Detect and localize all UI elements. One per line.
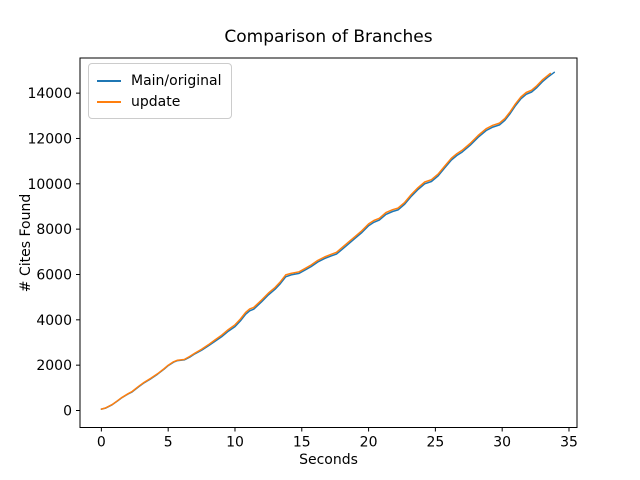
legend-item-update: update (97, 91, 221, 112)
chart-title: Comparison of Branches (224, 27, 433, 47)
svg-text:15: 15 (293, 435, 311, 451)
legend-item-main: Main/original (97, 70, 221, 91)
svg-text:12000: 12000 (27, 131, 72, 147)
svg-text:20: 20 (360, 435, 378, 451)
x-axis-label: Seconds (299, 452, 358, 468)
svg-text:2000: 2000 (36, 358, 72, 374)
legend-line-swatch-blue (97, 79, 121, 82)
legend-label: update (131, 93, 181, 110)
svg-text:8000: 8000 (36, 222, 72, 238)
legend: Main/original update (88, 63, 232, 119)
svg-text:10000: 10000 (27, 177, 72, 193)
svg-text:5: 5 (164, 435, 173, 451)
legend-line-swatch-orange (97, 100, 121, 103)
svg-text:14000: 14000 (27, 86, 72, 102)
svg-text:30: 30 (493, 435, 511, 451)
svg-text:0: 0 (97, 435, 106, 451)
svg-text:35: 35 (560, 435, 578, 451)
svg-text:25: 25 (426, 435, 444, 451)
svg-text:0: 0 (63, 403, 72, 419)
svg-text:6000: 6000 (36, 267, 72, 283)
svg-text:10: 10 (226, 435, 244, 451)
legend-label: Main/original (131, 72, 222, 89)
y-axis-label: # Cites Found (18, 193, 34, 293)
svg-text:4000: 4000 (36, 313, 72, 329)
